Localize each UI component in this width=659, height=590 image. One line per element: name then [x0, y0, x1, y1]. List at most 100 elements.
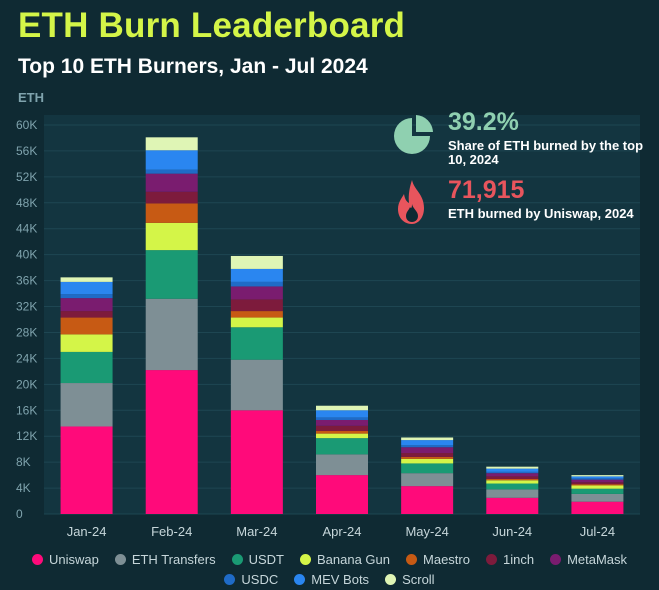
- bar-segment: [230, 268, 283, 282]
- bar-segment: [571, 501, 624, 514]
- bar-segment: [316, 417, 368, 420]
- y-tick-label: 36K: [16, 274, 37, 288]
- bar-segment: [230, 299, 283, 312]
- legend-label: 1inch: [502, 551, 535, 567]
- bar-segment: [60, 277, 113, 282]
- bar-segment: [486, 497, 539, 514]
- bar-segment: [486, 473, 539, 477]
- bar-segment: [145, 173, 198, 192]
- bar-segment: [486, 483, 539, 490]
- bar-segment: [145, 191, 198, 204]
- bar-segment: [60, 281, 113, 295]
- legend-item: USDT: [231, 551, 284, 567]
- x-tick-label: Feb-24: [151, 524, 192, 539]
- bar-segment: [230, 410, 283, 514]
- bar-segment: [60, 426, 113, 514]
- legend-swatch: [385, 573, 397, 585]
- bar-segment: [401, 437, 454, 441]
- x-tick-label: Mar-24: [236, 524, 277, 539]
- stat-description: ETH burned by Uniswap, 2024: [448, 206, 634, 221]
- bar-segment: [401, 453, 454, 457]
- bar-segment: [230, 317, 283, 328]
- legend-label: Scroll: [402, 571, 435, 587]
- legend-item: Uniswap: [31, 551, 99, 567]
- y-tick-label: 56K: [16, 144, 37, 158]
- y-tick-label: 32K: [16, 300, 37, 314]
- stacked-bar-chart: 0 4K 8K 12K 16K 20K 24K 28K 32K 36K 40K 44K 48K 52K 56…: [16, 115, 640, 539]
- legend-label: USDC: [241, 571, 279, 587]
- bar-segment: [486, 478, 539, 481]
- bar-segment: [571, 493, 624, 502]
- legend-row: USDC MEV Bots Scroll: [0, 569, 659, 589]
- bar-segment: [486, 466, 539, 469]
- legend-swatch: [224, 573, 236, 585]
- legend-item: ETH Transfers: [114, 551, 216, 567]
- bar-segment: [60, 351, 113, 384]
- legend-row: Uniswap ETH Transfers USDT Banana Gun Maestr…: [0, 549, 659, 569]
- legend-label: USDT: [248, 551, 284, 567]
- bar-segment: [486, 476, 539, 479]
- legend-swatch: [550, 553, 562, 565]
- bar-segment: [571, 482, 624, 485]
- page-subtitle: Top 10 ETH Burners, Jan - Jul 2024: [18, 55, 368, 78]
- bar-segment: [401, 473, 454, 487]
- bar-segment: [230, 281, 283, 287]
- y-tick-label: 8K: [16, 455, 31, 469]
- bar-segment: [145, 370, 198, 514]
- y-tick-label: 52K: [16, 170, 37, 184]
- legend-item: USDC: [224, 572, 278, 587]
- y-tick-label: 40K: [16, 248, 37, 262]
- stat-value: 39.2%: [448, 108, 519, 136]
- bar-segment: [230, 327, 283, 360]
- bar-segment: [60, 383, 113, 427]
- y-tick-label: 0: [16, 507, 23, 521]
- stat-value: 71,915: [448, 176, 525, 204]
- y-tick-label: 16K: [16, 403, 37, 417]
- flame-icon: [398, 180, 424, 224]
- legend-item: MEV Bots: [294, 572, 369, 587]
- legend-label: Banana Gun: [317, 551, 391, 567]
- x-tick-label: Jul-24: [580, 524, 615, 539]
- bar-segment: [486, 480, 539, 484]
- legend-label: Uniswap: [48, 551, 99, 567]
- bar-segment: [60, 294, 113, 299]
- stat-description: Share of ETH burned by the top 10, 2024: [448, 138, 644, 167]
- bar-segment: [316, 405, 368, 411]
- bar-segment: [60, 334, 113, 352]
- legend-swatch: [406, 553, 418, 565]
- bar-segment: [60, 317, 113, 335]
- bar-segment: [316, 433, 368, 439]
- bar-segment: [145, 298, 198, 371]
- bar-segment: [316, 454, 368, 476]
- legend-item: MetaMask: [550, 552, 627, 567]
- bar-segment: [145, 169, 198, 174]
- bar-segment: [571, 485, 624, 489]
- bar-segment: [316, 410, 368, 418]
- legend-item: 1inch: [485, 551, 535, 567]
- bar-segment: [571, 488, 624, 494]
- bar-segment: [145, 137, 198, 151]
- bar-segment: [230, 311, 283, 318]
- bar-segment: [316, 419, 368, 426]
- bar-segment: [401, 486, 454, 514]
- bar-segment: [316, 431, 368, 434]
- bar-segment: [571, 475, 624, 477]
- y-tick-label: 44K: [16, 222, 37, 236]
- y-tick-label: 60K: [16, 118, 37, 132]
- bar-segment: [145, 150, 198, 170]
- bar-segment: [486, 468, 539, 472]
- bar-segment: [145, 222, 198, 251]
- y-tick-label: 12K: [16, 429, 37, 443]
- bar-segment: [230, 286, 283, 300]
- legend-label: MetaMask: [567, 551, 628, 567]
- bar-segment: [60, 298, 113, 312]
- legend-swatch: [300, 553, 311, 565]
- y-tick-label: 24K: [16, 351, 37, 365]
- legend-label: ETH Transfers: [131, 551, 216, 567]
- bar-segment: [571, 476, 624, 479]
- bar-segment: [401, 440, 454, 446]
- bar-segment: [401, 447, 454, 454]
- bar-segment: [145, 203, 198, 223]
- legend-swatch: [294, 573, 306, 585]
- bar-segment: [316, 425, 368, 432]
